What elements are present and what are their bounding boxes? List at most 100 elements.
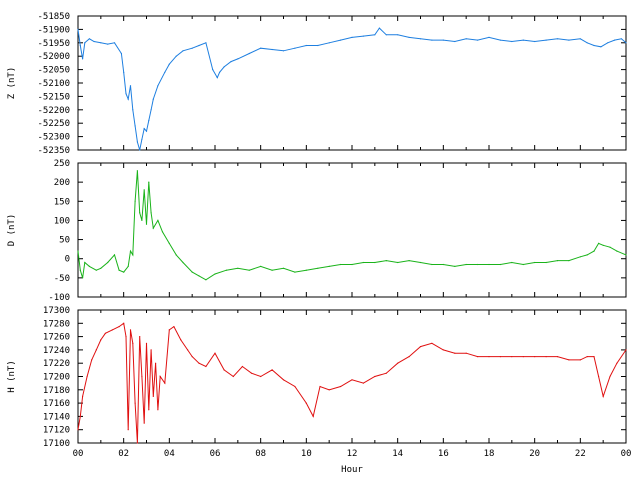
data-point-H: [362, 382, 364, 384]
data-point-D: [141, 219, 143, 221]
y-tick-label-Z: -51850: [37, 12, 70, 22]
data-point-Z: [175, 55, 177, 57]
data-point-H: [148, 409, 150, 411]
data-point-D: [362, 261, 364, 264]
data-point-D: [260, 265, 262, 267]
data-point-Z: [465, 38, 467, 40]
y-tick-label-Z: -52250: [37, 119, 70, 129]
data-point-H: [319, 385, 321, 388]
data-point-H: [385, 372, 387, 374]
data-point-Z: [328, 42, 330, 44]
data-point-Z: [362, 35, 364, 37]
data-point-D: [127, 265, 129, 267]
data-point-H: [271, 369, 273, 371]
y-tick-label-D: -50: [54, 274, 70, 284]
data-point-H: [397, 362, 399, 364]
data-point-Z: [88, 38, 90, 40]
data-point-H: [157, 409, 159, 411]
data-point-H: [125, 336, 127, 338]
data-point-H: [155, 362, 157, 364]
x-tick-label: 08: [255, 449, 266, 459]
data-point-Z: [212, 69, 214, 71]
data-point-D: [198, 275, 200, 277]
data-point-H: [86, 375, 88, 378]
data-point-H: [556, 356, 559, 358]
data-point-H: [139, 336, 141, 338]
data-point-D: [152, 227, 154, 229]
y-tick-label-Z: -52100: [37, 79, 70, 89]
data-point-D: [340, 263, 342, 266]
data-point-D: [129, 250, 132, 252]
data-point-D: [397, 261, 399, 264]
data-point-H: [616, 362, 618, 364]
data-point-H: [568, 359, 570, 361]
x-tick-label: 02: [118, 449, 129, 459]
data-point-H: [465, 352, 467, 354]
data-point-D: [374, 261, 376, 264]
data-point-D: [568, 260, 570, 262]
data-point-D: [134, 200, 136, 202]
data-point-D: [95, 269, 97, 271]
data-point-D: [282, 267, 285, 269]
data-point-D: [168, 242, 170, 244]
data-point-Z: [230, 61, 232, 63]
y-tick-label-Z: -52300: [37, 133, 70, 143]
data-point-D: [143, 189, 145, 191]
y-tick-label-Z: -51900: [37, 25, 70, 35]
data-point-D: [616, 250, 618, 252]
data-point-D: [157, 219, 159, 221]
data-point-H: [511, 356, 513, 358]
series-line-D: [77, 170, 627, 281]
data-point-D: [586, 254, 588, 256]
data-point-D: [305, 269, 307, 271]
data-point-Z: [132, 109, 134, 111]
data-point-Z: [100, 42, 102, 44]
data-point-Z: [191, 47, 193, 49]
data-point-Z: [182, 50, 184, 52]
y-tick-label-H: 17240: [43, 346, 70, 356]
panel-frame-D: [77, 162, 627, 298]
data-point-Z: [143, 128, 145, 130]
data-point-D: [431, 263, 433, 266]
data-point-H: [79, 415, 81, 417]
y-axis-label-H: H (nT): [7, 360, 17, 393]
data-point-D: [442, 263, 444, 266]
data-point-H: [586, 356, 588, 358]
data-point-Z: [586, 42, 588, 44]
data-point-D: [499, 263, 501, 266]
data-point-H: [609, 375, 611, 378]
data-point-H: [522, 356, 524, 358]
data-point-Z: [164, 71, 166, 73]
data-point-D: [77, 250, 79, 252]
data-point-H: [95, 349, 97, 351]
data-point-H: [143, 422, 145, 424]
y-tick-label-H: 17280: [43, 319, 70, 329]
data-point-H: [91, 359, 93, 361]
y-tick-label-H: 17300: [43, 306, 70, 316]
data-point-D: [556, 260, 559, 262]
y-tick-label-H: 17220: [43, 359, 70, 369]
data-point-D: [161, 231, 164, 233]
y-tick-label-D: 150: [54, 197, 70, 207]
data-point-Z: [271, 48, 273, 51]
data-point-H: [150, 349, 152, 351]
data-point-D: [511, 261, 513, 264]
data-point-Z: [168, 63, 170, 65]
data-point-D: [351, 263, 353, 266]
data-point-D: [545, 261, 547, 264]
data-point-Z: [340, 39, 342, 41]
data-point-D: [488, 263, 490, 266]
data-point-Z: [150, 109, 152, 111]
data-point-H: [250, 372, 253, 374]
y-tick-label-D: 200: [54, 178, 70, 188]
data-point-H: [593, 356, 595, 358]
data-point-Z: [129, 85, 132, 87]
data-point-Z: [148, 119, 150, 122]
data-point-H: [152, 395, 154, 397]
data-point-Z: [419, 38, 422, 40]
data-point-Z: [534, 40, 536, 43]
y-axis-label-D: D (nT): [7, 214, 17, 247]
data-point-H: [127, 429, 129, 431]
panel-frame-Z: [77, 15, 627, 151]
